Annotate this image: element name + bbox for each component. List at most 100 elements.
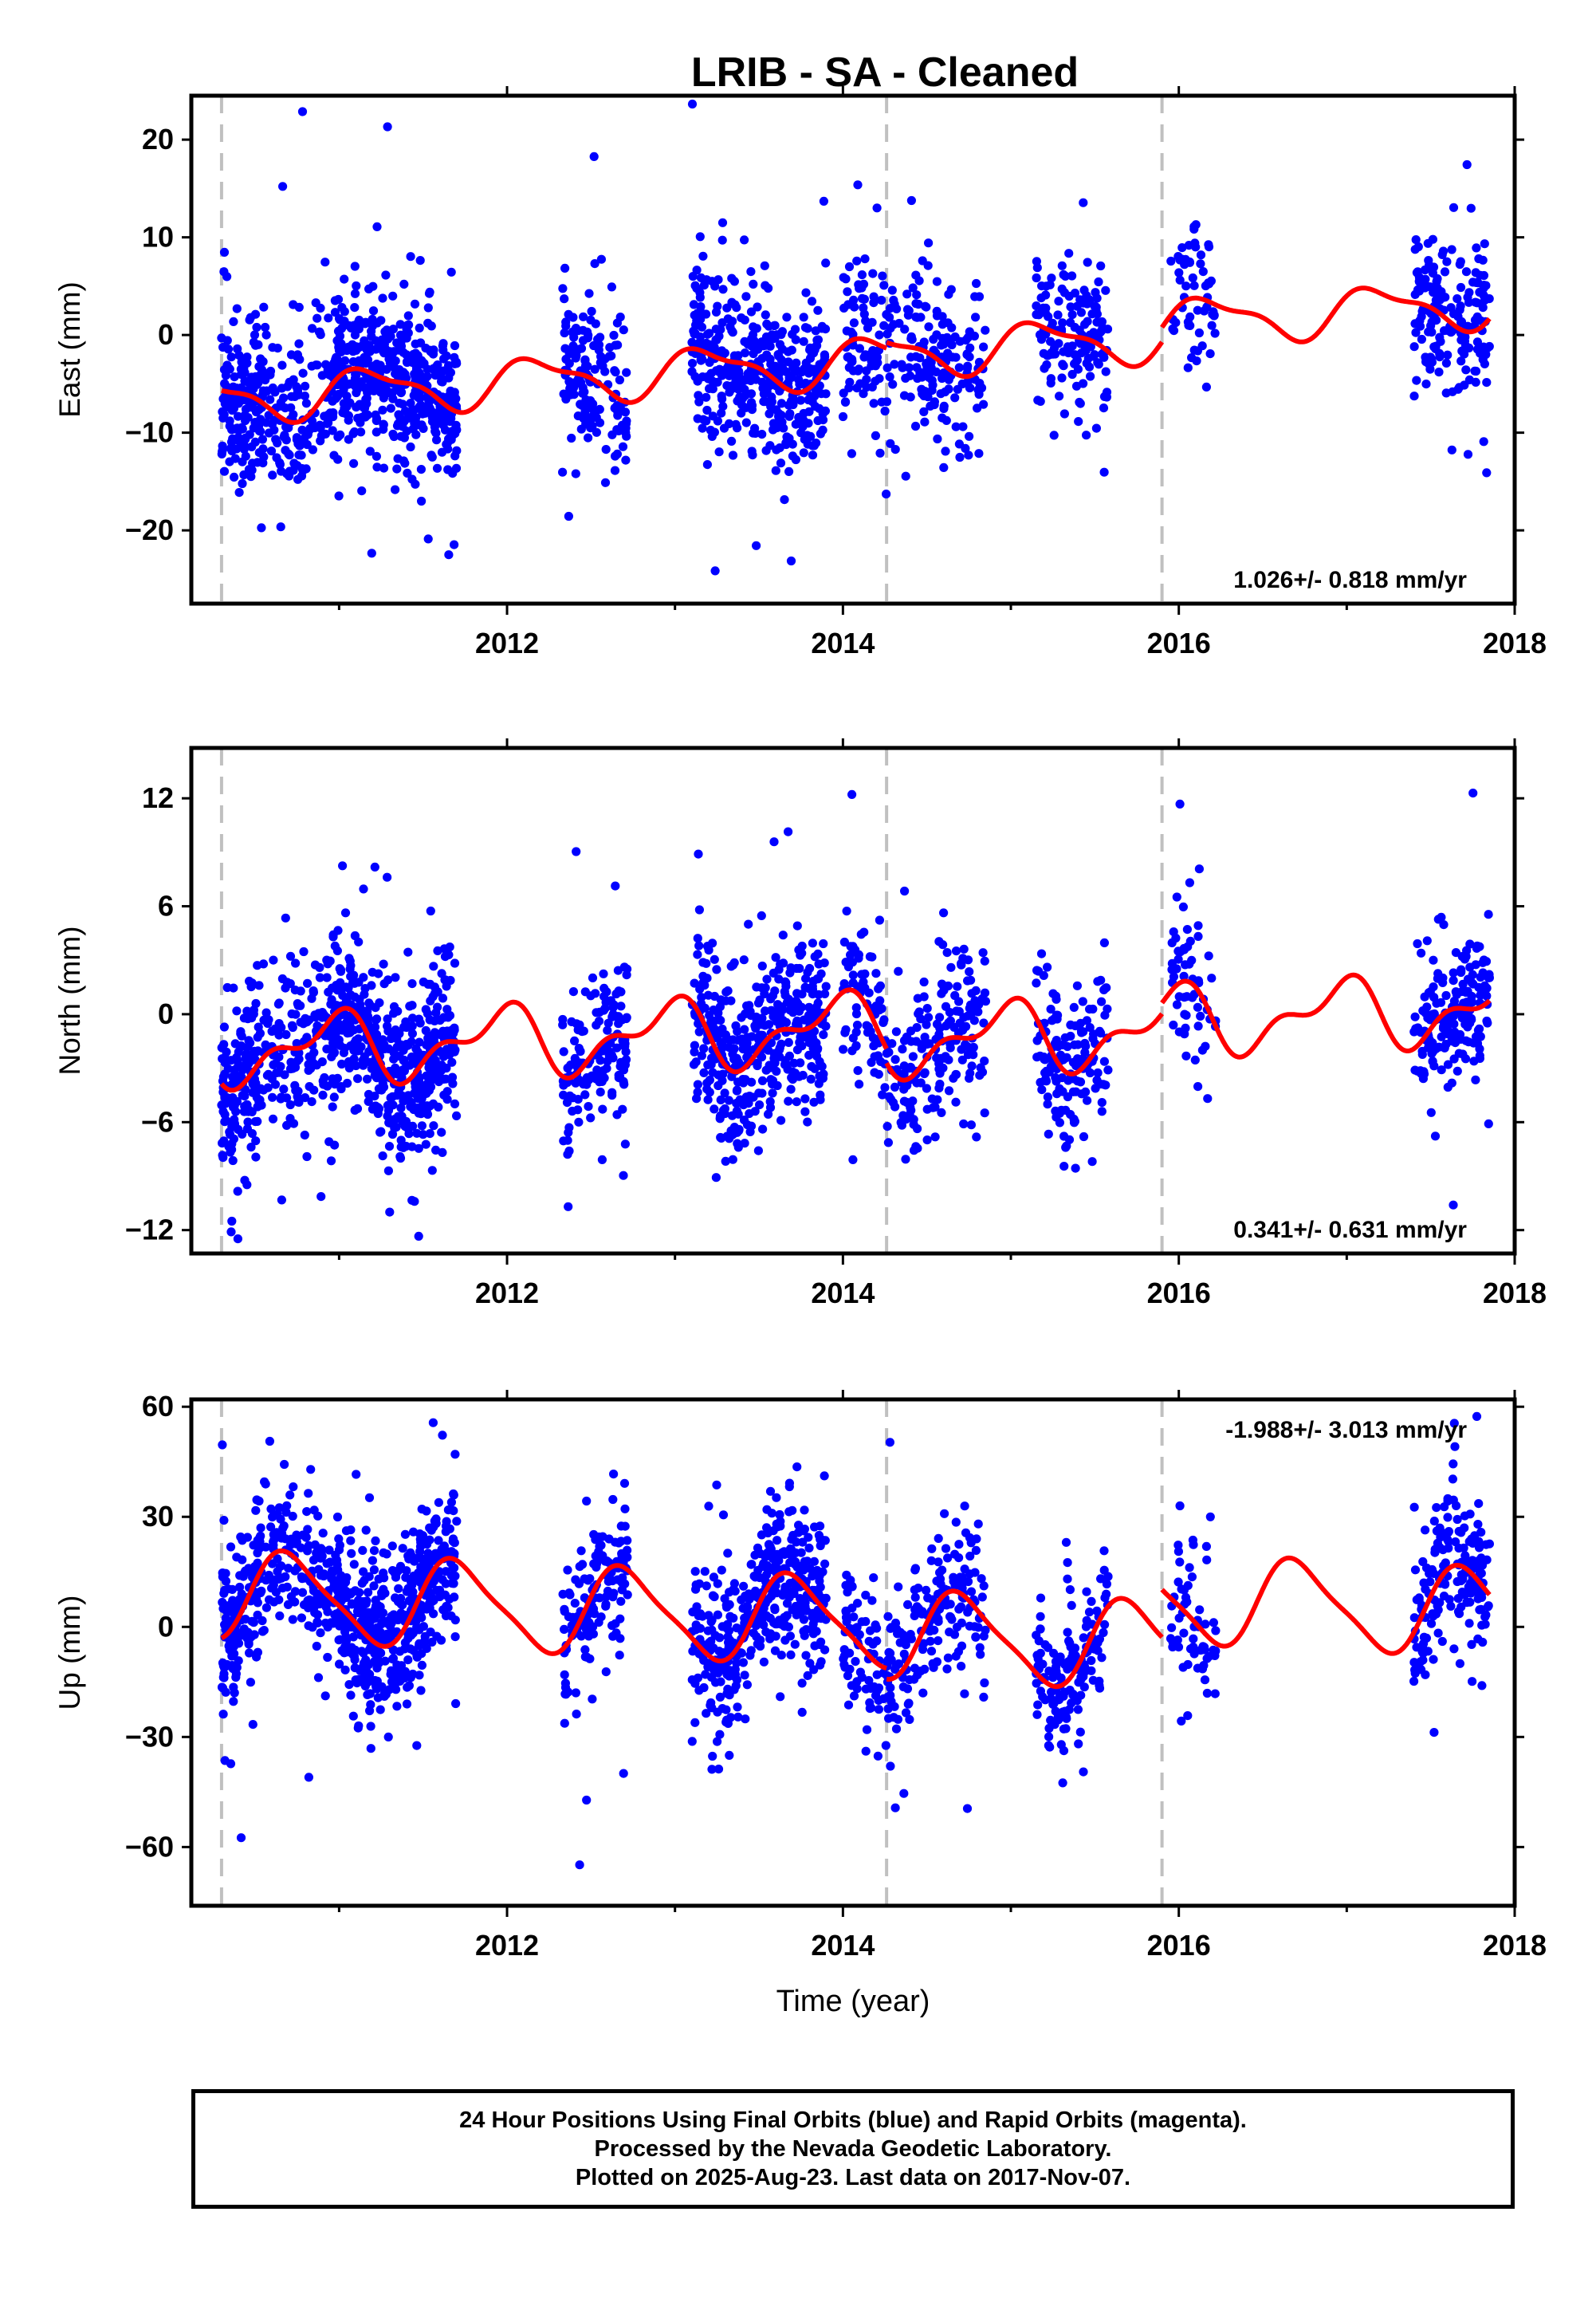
data-point [421, 1139, 430, 1149]
data-point [1439, 293, 1449, 302]
data-point [1079, 285, 1089, 295]
data-point [771, 466, 780, 475]
data-point [293, 474, 303, 484]
data-point [368, 1556, 377, 1565]
data-point [955, 452, 965, 462]
data-point [239, 1013, 249, 1023]
data-point [692, 1094, 702, 1104]
data-point [268, 1092, 277, 1102]
data-point [318, 1076, 328, 1086]
data-point [864, 988, 874, 998]
data-point [287, 1021, 297, 1030]
data-point [446, 1497, 457, 1507]
data-point [254, 1096, 264, 1106]
data-point [301, 1093, 310, 1103]
data-point [449, 1579, 458, 1588]
data-point [389, 431, 399, 442]
data-point [344, 1063, 354, 1072]
data-point [1456, 301, 1465, 311]
data-point [1197, 1045, 1207, 1055]
data-point [1180, 993, 1189, 1002]
data-point [427, 346, 438, 356]
data-point [724, 1096, 733, 1105]
data-point [266, 1504, 276, 1513]
data-point [755, 1100, 765, 1110]
data-point [1449, 968, 1458, 978]
data-point [247, 442, 257, 452]
data-point [272, 1068, 281, 1078]
data-point [338, 861, 348, 871]
data-point [753, 302, 762, 312]
data-point [1181, 1051, 1191, 1061]
data-point [972, 1132, 981, 1142]
data-point [387, 1092, 398, 1101]
data-point [1414, 277, 1424, 286]
data-point [232, 1663, 242, 1672]
data-point [421, 1025, 430, 1036]
data-point [1101, 285, 1111, 295]
data-point [328, 983, 337, 993]
data-point [768, 1088, 777, 1098]
data-point [944, 375, 953, 384]
data-point [1462, 946, 1472, 955]
data-point [346, 1690, 356, 1700]
data-point [273, 999, 283, 1009]
data-point [363, 1690, 372, 1699]
data-point [718, 1069, 728, 1079]
data-point [1471, 960, 1480, 970]
data-point [572, 847, 581, 856]
data-point [227, 1599, 237, 1608]
data-point [932, 277, 941, 286]
data-point [301, 1013, 310, 1023]
data-point [437, 1127, 446, 1137]
data-point [223, 1064, 233, 1073]
data-point [1175, 799, 1185, 809]
data-point [218, 1139, 227, 1148]
data-point [1193, 931, 1203, 941]
data-point [1434, 368, 1444, 377]
data-point [728, 1155, 737, 1164]
data-point [839, 273, 848, 282]
data-point [1175, 275, 1185, 285]
data-point [309, 1505, 319, 1515]
data-point [936, 389, 945, 399]
data-point [1101, 1080, 1111, 1090]
data-point [1417, 334, 1426, 344]
data-point [1472, 337, 1482, 347]
data-point [729, 277, 740, 286]
data-point [1046, 374, 1055, 384]
data-point [277, 1532, 286, 1541]
data-point [1437, 1065, 1446, 1075]
data-point [1099, 938, 1109, 947]
data-point [599, 969, 608, 978]
data-point [361, 395, 371, 404]
data-point [842, 326, 851, 336]
data-point [404, 1681, 414, 1690]
x-tick-label: 2016 [1147, 1277, 1211, 1309]
data-point [923, 261, 933, 270]
data-point [336, 357, 346, 367]
data-point [564, 1123, 574, 1132]
data-point [261, 1008, 271, 1017]
data-point [349, 458, 359, 468]
data-point [574, 1117, 584, 1127]
data-point [692, 266, 702, 275]
data-point [899, 1096, 909, 1106]
data-point [1447, 1078, 1456, 1088]
data-point [348, 1632, 358, 1642]
data-point [784, 1037, 793, 1047]
data-point [613, 340, 623, 350]
data-point [249, 337, 258, 347]
data-point [219, 247, 230, 257]
data-point [904, 363, 914, 372]
data-point [414, 393, 423, 403]
data-point [717, 235, 727, 245]
data-point [337, 1059, 347, 1069]
y-tick-label: −12 [125, 1214, 174, 1246]
data-point [298, 368, 308, 378]
data-point [975, 1071, 985, 1080]
data-point [1194, 328, 1204, 338]
data-point [367, 981, 376, 990]
data-point [888, 380, 898, 389]
data-point [1094, 360, 1103, 369]
